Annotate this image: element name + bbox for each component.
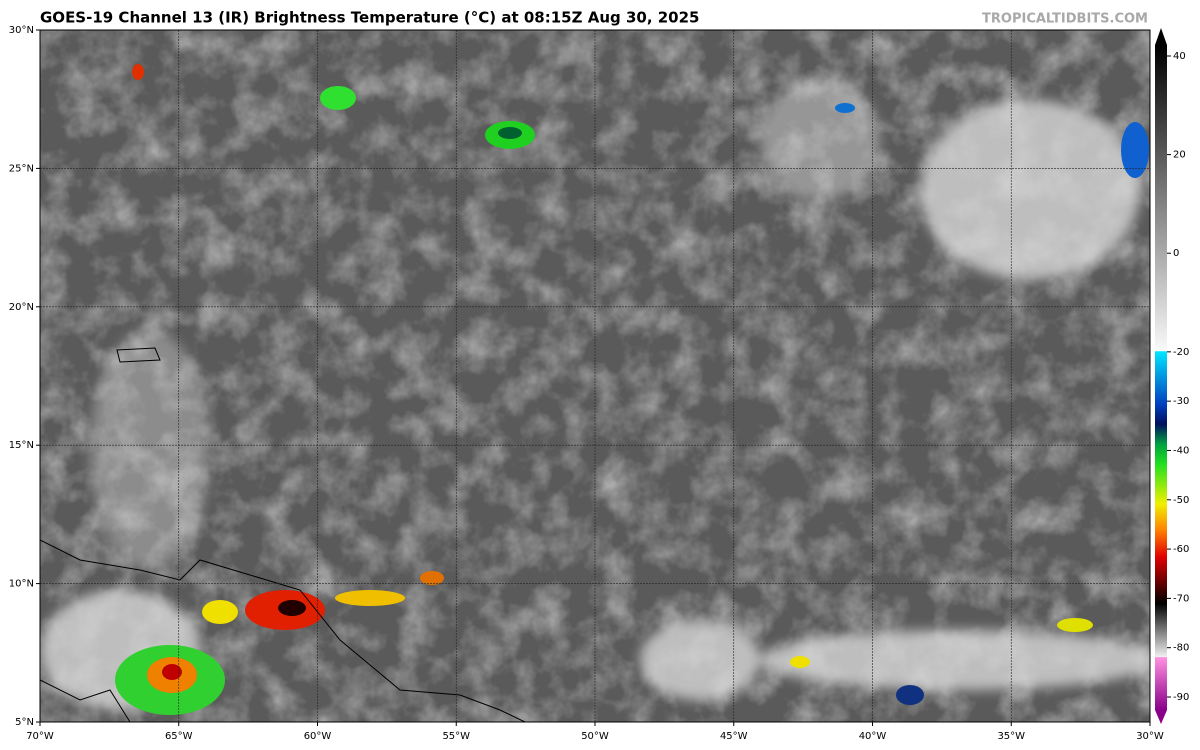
lat-label: 15°N <box>9 440 34 451</box>
lon-label: 45°W <box>720 731 748 742</box>
cold-cloud-tops <box>115 64 1149 715</box>
colorbar <box>1155 28 1167 724</box>
colorbar-tick-label: 20 <box>1173 150 1186 161</box>
lat-label: 10°N <box>9 579 34 590</box>
colorbar-tick-label: -90 <box>1173 692 1189 703</box>
colorbar-tick-label: -30 <box>1173 396 1189 407</box>
lon-label: 70°W <box>26 731 54 742</box>
colorbar-tick-label: 40 <box>1173 51 1186 62</box>
colorbar-tick-label: -40 <box>1173 445 1189 456</box>
satellite-image <box>40 30 1150 722</box>
watermark: TROPICALTIDBITS.COM <box>982 12 1148 27</box>
lon-label: 30°W <box>1136 731 1164 742</box>
colorbar-tick-label: -70 <box>1173 593 1189 604</box>
lon-label: 40°W <box>859 731 887 742</box>
lat-label: 5°N <box>15 717 34 728</box>
lon-label: 50°W <box>581 731 609 742</box>
title: GOES-19 Channel 13 (IR) Brightness Tempe… <box>40 9 700 27</box>
colorbar-tick-label: -20 <box>1173 347 1189 358</box>
lat-label: 25°N <box>9 163 34 174</box>
lat-label: 20°N <box>9 302 34 313</box>
coastlines <box>40 347 526 722</box>
lon-label: 35°W <box>997 731 1025 742</box>
colorbar-tick-label: 0 <box>1173 248 1179 259</box>
lon-label: 65°W <box>165 731 193 742</box>
lon-label: 60°W <box>304 731 332 742</box>
lat-label: 30°N <box>9 25 34 36</box>
colorbar-tick-label: -60 <box>1173 544 1189 555</box>
colorbar-tick-label: -80 <box>1173 643 1189 654</box>
lon-label: 55°W <box>442 731 470 742</box>
colorbar-tick-label: -50 <box>1173 495 1189 506</box>
